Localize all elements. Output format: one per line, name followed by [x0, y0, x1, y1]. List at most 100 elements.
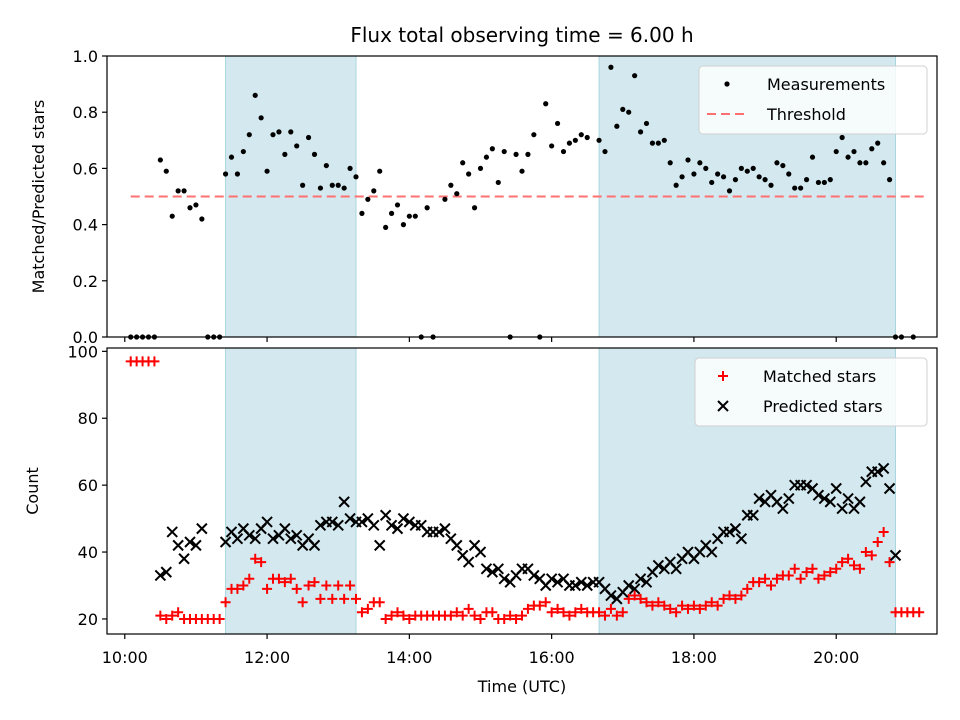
data-point	[246, 132, 252, 138]
data-point-predicted	[581, 579, 593, 592]
data-point-matched	[534, 600, 545, 611]
data-point-matched	[552, 603, 563, 614]
data-point	[169, 213, 175, 219]
data-point	[833, 148, 839, 155]
data-point-matched	[706, 597, 717, 608]
data-point-matched	[232, 583, 243, 594]
data-point	[709, 179, 715, 186]
data-point-matched	[333, 580, 344, 591]
data-point	[608, 64, 614, 70]
data-point-matched	[766, 580, 776, 591]
data-point	[329, 182, 335, 188]
data-point	[234, 171, 241, 177]
data-point-predicted	[154, 569, 167, 582]
data-point-matched	[167, 610, 178, 621]
data-point-matched	[600, 610, 610, 621]
data-point-matched	[860, 547, 871, 558]
data-point-predicted	[231, 532, 244, 545]
data-point-matched	[914, 607, 925, 618]
data-point-predicted	[480, 563, 493, 575]
data-point	[809, 154, 816, 160]
data-point-predicted	[528, 569, 540, 582]
data-point	[857, 160, 863, 166]
data-point-matched	[594, 607, 605, 618]
data-point-matched	[718, 593, 729, 604]
data-point-predicted	[267, 532, 279, 545]
data-point	[353, 174, 359, 180]
data-point-predicted	[872, 466, 884, 478]
data-point-predicted	[397, 512, 410, 525]
y-tick-label: 1.0	[73, 47, 98, 66]
data-point	[691, 171, 697, 177]
y-tick-label: 100	[67, 342, 98, 361]
data-point-matched	[404, 613, 415, 624]
data-point	[649, 140, 656, 146]
data-point	[626, 109, 632, 115]
data-point-matched	[463, 603, 474, 614]
data-point	[228, 154, 235, 160]
data-point-predicted	[498, 573, 510, 585]
x-tick-label: 16:00	[529, 648, 575, 667]
data-point-predicted	[403, 516, 416, 528]
data-point-predicted	[735, 532, 748, 545]
y-tick-label: 0.8	[73, 103, 98, 122]
data-point-predicted	[196, 522, 208, 535]
data-point	[792, 185, 798, 191]
data-point-predicted	[338, 496, 350, 508]
data-point	[323, 162, 329, 169]
y-tick-label: 60	[78, 476, 98, 495]
data-point-matched	[273, 573, 284, 584]
data-point-matched	[700, 600, 711, 611]
panel-1: 0.0 0.2 0.4 0.6 0.8 1.0 Flux total observing t…	[29, 23, 938, 347]
data-point-matched	[623, 593, 634, 604]
data-point-predicted	[818, 492, 831, 505]
data-point-matched	[374, 597, 385, 608]
axes-frame	[106, 55, 938, 338]
data-point-matched	[878, 526, 889, 537]
data-point-matched	[653, 597, 664, 608]
data-point	[762, 177, 768, 183]
data-point	[697, 160, 703, 166]
y-tick-label: 0.4	[73, 216, 98, 235]
data-point-predicted	[545, 573, 558, 585]
data-point-predicted	[747, 509, 759, 521]
data-point-matched	[789, 563, 800, 574]
data-point-predicted	[285, 532, 297, 545]
data-point-predicted	[166, 526, 178, 538]
data-point-predicted	[883, 482, 896, 495]
data-point-predicted	[551, 576, 564, 588]
data-point	[341, 185, 347, 191]
data-point	[181, 188, 187, 194]
data-point-predicted	[219, 536, 232, 548]
data-point	[554, 120, 561, 127]
data-point-predicted	[261, 516, 273, 528]
data-point	[175, 188, 181, 194]
data-point-predicted	[160, 566, 172, 578]
data-point-matched	[712, 600, 723, 611]
data-point-predicted	[178, 553, 190, 565]
data-point-matched	[647, 600, 658, 611]
data-point-predicted	[854, 496, 866, 508]
data-point	[335, 182, 341, 188]
data-point-predicted	[830, 482, 842, 495]
data-point	[679, 174, 685, 180]
data-point-predicted	[243, 529, 255, 542]
data-point-predicted	[729, 522, 742, 535]
data-point	[424, 205, 430, 211]
data-point	[270, 132, 276, 138]
data-point-matched	[451, 607, 462, 618]
legend-marker-dot	[724, 81, 730, 87]
data-point-predicted	[800, 479, 813, 491]
data-point-matched	[522, 603, 533, 614]
data-point-predicted	[451, 539, 463, 552]
data-point	[305, 134, 312, 141]
data-point	[661, 137, 667, 143]
data-point	[489, 146, 495, 152]
data-point	[578, 132, 584, 138]
data-point-matched	[866, 550, 877, 561]
data-point-matched	[161, 613, 172, 624]
data-point-matched	[659, 600, 670, 611]
data-point	[786, 171, 792, 177]
data-point	[276, 129, 282, 135]
data-point	[199, 216, 205, 222]
